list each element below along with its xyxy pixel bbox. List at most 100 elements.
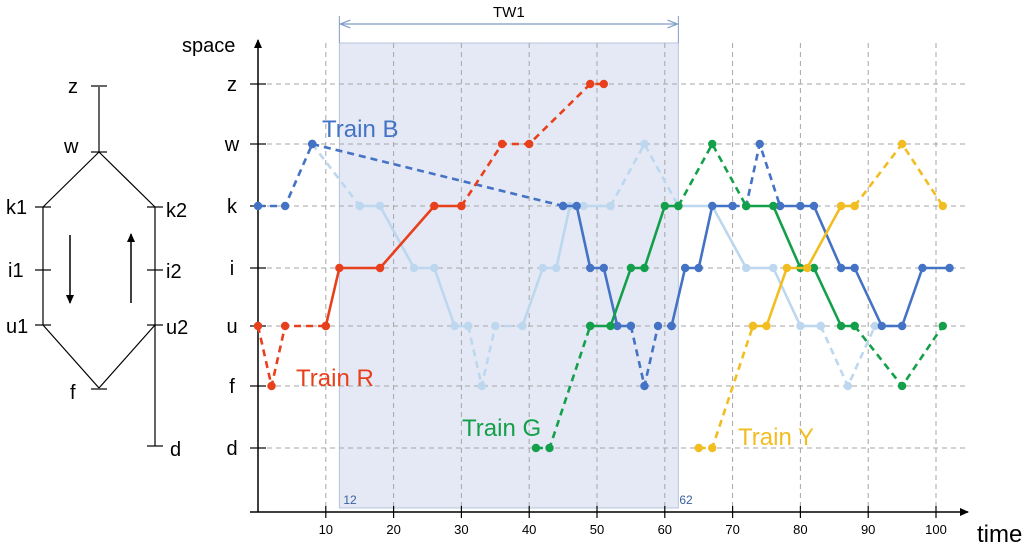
train-b-point [694,263,703,273]
vertical-gridlines [325,43,937,518]
train-r-point [457,201,466,211]
train-g-point [586,321,595,331]
train-b-point [640,381,649,391]
train-g-point [674,201,683,211]
train-b-point [775,201,785,211]
train-labels: Train B Train R Train G Train Y [296,116,814,451]
node-label-f: f [70,382,76,404]
train-b-point [796,201,805,211]
node-label-d: d [170,439,181,461]
y-tick-label-k: k [227,196,238,218]
axes [250,39,969,516]
train-g-segment [850,321,947,391]
train-r-point [586,79,595,89]
train-r-point [525,139,534,149]
train-b-point [518,321,527,331]
edge-u2-f [98,324,156,389]
train-r-point [267,381,276,391]
direction-arrows [66,233,135,304]
train-b-point [538,263,547,273]
train-g-point [626,263,636,273]
train-g-point [640,263,649,273]
train-b-point [850,263,859,273]
train-b-point [945,263,954,273]
x-tick-label-70: 70 [725,522,739,537]
y-tick-label-d: d [226,438,237,460]
x-axis-label: time [977,521,1022,544]
train-b-point [599,263,608,273]
train-b-point [253,201,263,211]
train-b-point [796,321,805,331]
train-b-point [626,321,636,331]
x-tick-label-20: 20 [386,522,400,537]
train-r-point [430,201,439,211]
train-b-point [640,139,649,149]
train-b-segment [816,321,907,391]
train-r-point [599,79,608,89]
y-tick-label-z: z [227,74,237,96]
train-paths [253,79,954,453]
train-g-point [545,443,554,453]
train-r-point [375,263,385,273]
train-r-point [280,321,290,331]
train-b-point [918,263,927,273]
train-y-point [938,201,947,211]
train-g-point [531,443,541,453]
train-b-point [606,201,615,211]
train-g-segment [674,139,751,211]
train-b-point [308,139,317,149]
train-r-point [253,321,263,331]
train-b-point [430,263,439,273]
train-b-point [375,201,385,211]
train-b-point [816,321,825,331]
train-b-path [311,143,361,207]
train-b-point [491,321,500,331]
train-b-point [877,321,886,331]
time-window-start-label: 12 [343,493,357,507]
x-tick-labels: 10 20 30 40 50 60 70 80 90 100 [319,522,947,537]
train-g-point [606,321,615,331]
train-b-point [897,321,907,331]
train-b-point [477,381,486,391]
train-b-point [870,321,880,331]
x-tick-label-60: 60 [658,522,672,537]
x-tick-label-100: 100 [925,522,947,537]
train-r-point [321,321,330,331]
train-b-path [629,324,672,388]
train-g-point [708,139,717,149]
train-g-point [938,321,947,331]
train-b-path [258,143,314,208]
train-b-point [728,201,737,211]
train-g-point [660,201,669,211]
y-tick-label-w: w [224,134,240,156]
train-r-label: Train R [296,365,374,392]
y-tick-label-u: u [226,316,237,338]
train-b-point [586,263,595,273]
train-g-point [809,263,819,273]
time-window-label: TW1 [493,4,525,21]
train-g-path [677,142,748,207]
train-y-point [694,443,703,453]
node-label-k1: k1 [6,197,27,219]
train-b-path [521,204,611,327]
train-b-path [732,142,782,208]
train-b-point [280,201,290,211]
y-tick-label-i: i [230,258,234,280]
train-b-point [463,321,473,331]
y-axis-label: space [182,35,235,57]
edge-u1-f [42,324,100,389]
train-b-segment [775,201,954,331]
train-y-point [836,201,846,211]
train-b-point [755,139,764,149]
train-r-segment [457,79,608,211]
train-b-point [613,321,622,331]
train-b-point [450,321,459,331]
node-label-w: w [63,136,79,158]
train-b-segment [558,201,636,331]
network-diagram [35,85,163,447]
train-b-segment [253,139,317,211]
train-g-point [836,321,846,331]
x-tick-label-10: 10 [319,522,333,537]
train-g-point [769,201,778,211]
